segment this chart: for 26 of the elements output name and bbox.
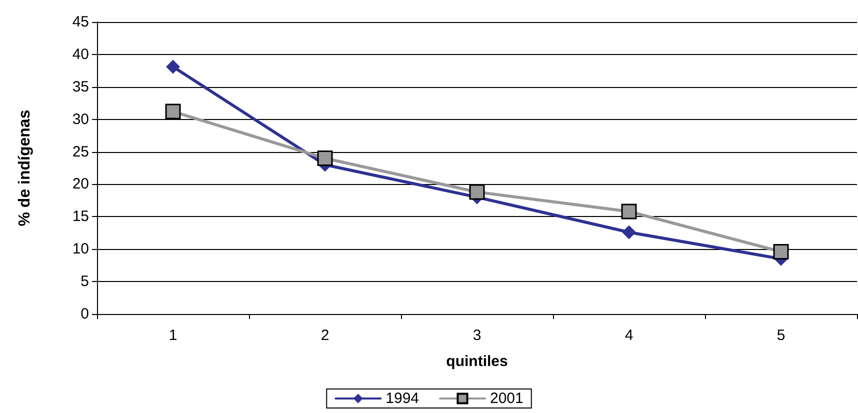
y-tick-label: 45 — [72, 14, 89, 30]
x-tick-label: 3 — [472, 327, 482, 344]
x-tick-label: 5 — [776, 327, 786, 344]
y-axis-title: % de indígenas — [16, 110, 34, 226]
point — [165, 104, 181, 120]
y-tick-label: 15 — [72, 208, 89, 226]
legend-label: 2001 — [490, 390, 524, 407]
x-tick-label: 1 — [168, 327, 178, 344]
x-tick-label: 4 — [624, 327, 634, 344]
point — [317, 150, 333, 166]
x-tick-label: 2 — [320, 327, 330, 344]
point — [622, 225, 636, 240]
y-tick-label: 35 — [72, 78, 89, 96]
y-tick-label: 20 — [72, 176, 89, 193]
legend-label: 1994 — [386, 390, 420, 407]
y-tick-label: 30 — [72, 110, 89, 128]
y-tick-label: 40 — [72, 46, 89, 63]
y-tick-label: 10 — [72, 240, 89, 258]
point — [166, 60, 180, 74]
y-tick-label: 5 — [80, 273, 89, 290]
y-tick-label: 0 — [80, 306, 89, 322]
point — [621, 204, 637, 220]
point — [469, 184, 485, 200]
x-axis-title: quintiles — [446, 353, 508, 370]
y-tick-label: 25 — [72, 143, 89, 160]
point — [773, 244, 789, 260]
